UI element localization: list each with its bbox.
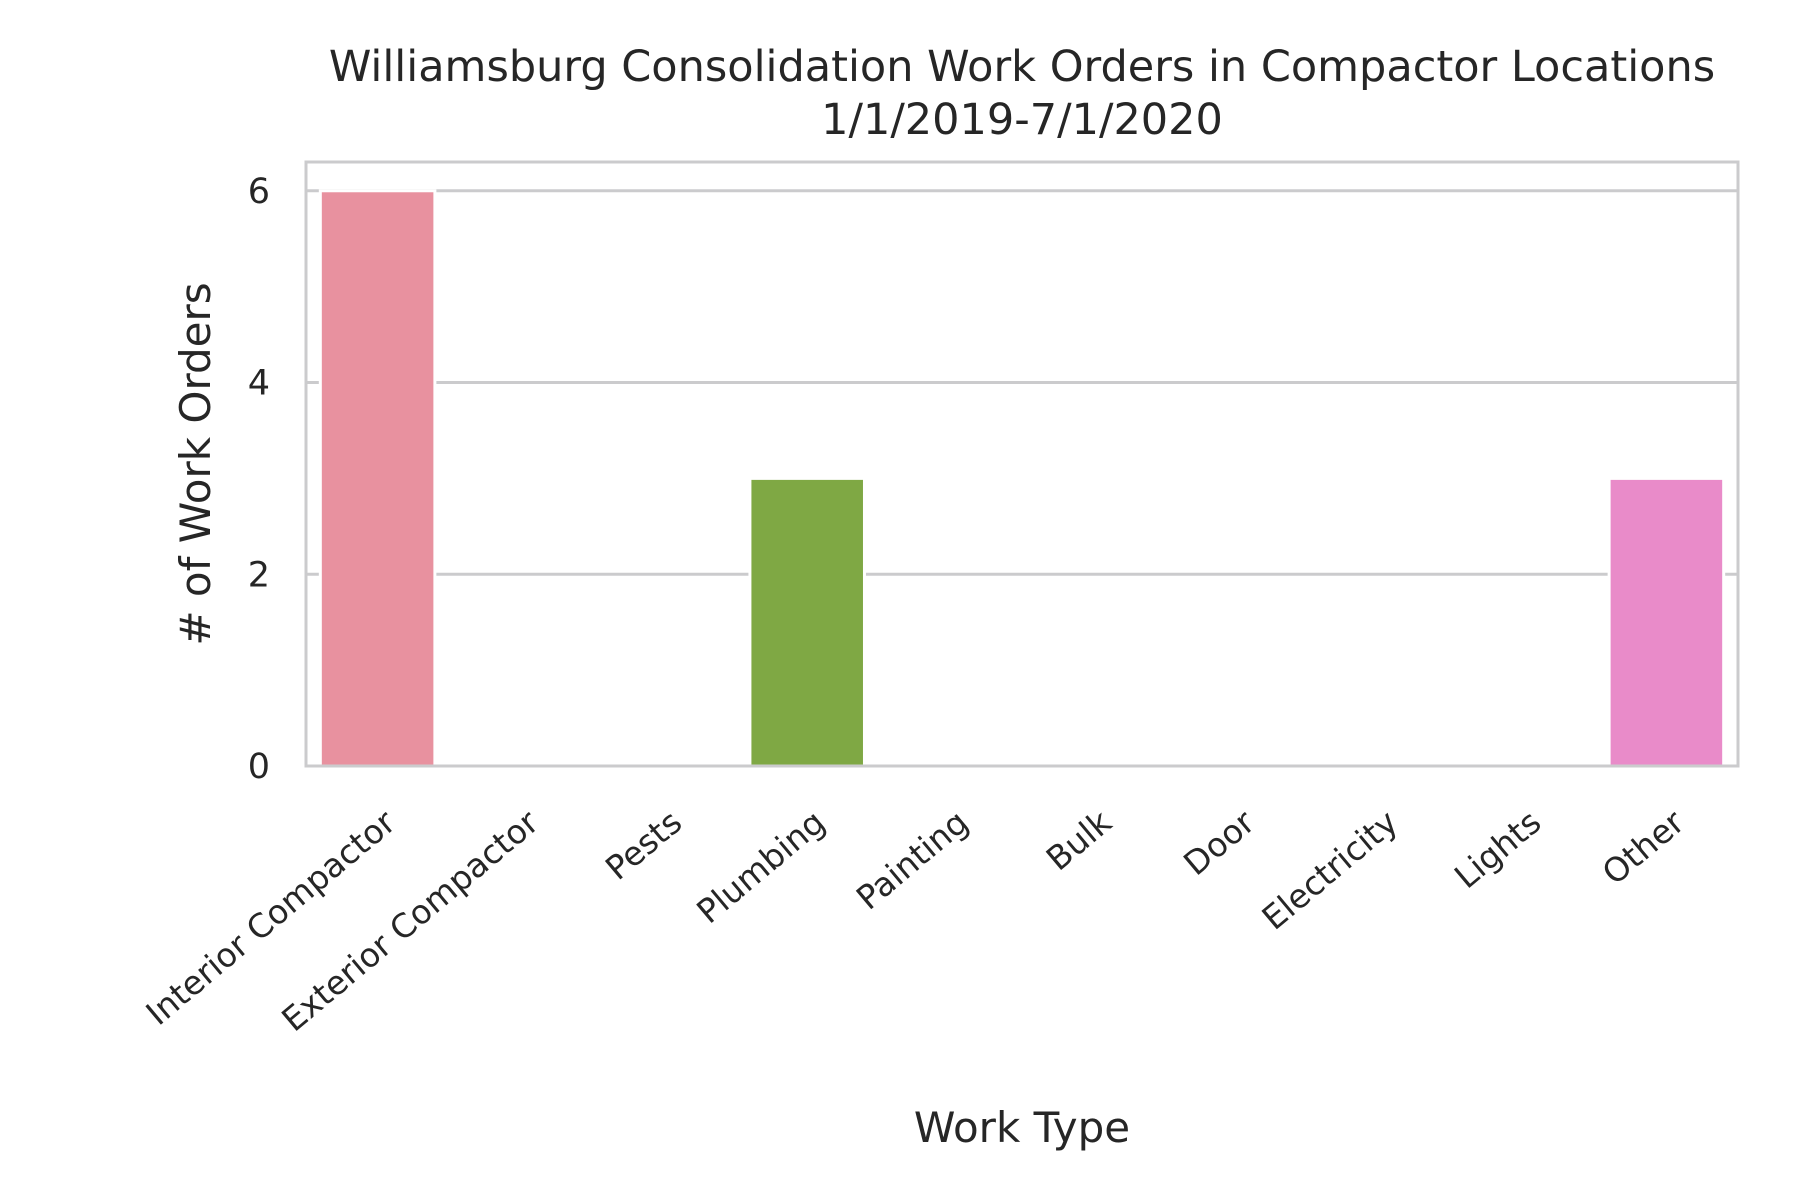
y-tick-label: 6 <box>248 172 270 212</box>
x-axis-label: Work Type <box>914 1103 1130 1152</box>
plot-frame <box>304 160 1740 768</box>
y-tick-labels: 0 2 4 6 <box>248 172 270 787</box>
chart-subtitle: 1/1/2019-7/1/2020 <box>821 95 1223 145</box>
y-axis-label: # of Work Orders <box>171 282 220 645</box>
bar-plumbing <box>748 476 866 768</box>
chart-title: Williamsburg Consolidation Work Orders i… <box>329 42 1715 92</box>
y-tick-label: 2 <box>248 555 270 595</box>
y-tick-label: 4 <box>248 364 270 404</box>
bar-interior-compactor <box>318 189 437 768</box>
y-tick-label: 0 <box>248 747 270 787</box>
bar-other <box>1607 476 1726 768</box>
